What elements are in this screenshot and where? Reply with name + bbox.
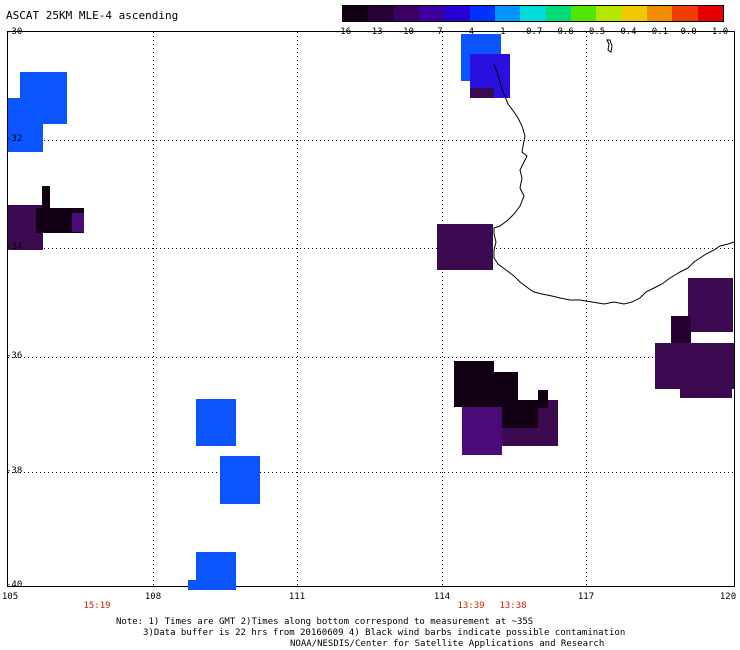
lon-label: 111 xyxy=(288,592,306,602)
map-title: ASCAT 25KM MLE-4 ascending xyxy=(6,9,179,22)
colorbar-swatch xyxy=(520,6,546,21)
map-frame xyxy=(7,31,735,587)
wind-cells-southeast xyxy=(655,278,734,398)
time-label: 13:38 xyxy=(499,601,527,611)
lon-label: 120 xyxy=(719,592,737,602)
lon-label: 114 xyxy=(433,592,451,602)
colorbar-swatch xyxy=(596,6,622,21)
note-line-3: NOAA/NESDIS/Center for Satellite Applica… xyxy=(290,639,605,649)
note-line-1: Note: 1) Times are GMT 2)Times along bot… xyxy=(116,617,534,627)
colorbar-swatch xyxy=(494,6,521,21)
colorbar xyxy=(342,5,724,22)
gridlines xyxy=(8,32,734,586)
colorbar-swatch xyxy=(621,6,647,21)
note-line-2: 3)Data buffer is 22 hrs from 20160609 4)… xyxy=(143,628,626,638)
lon-label: 117 xyxy=(577,592,595,602)
lat-label: -34 xyxy=(6,242,23,252)
colorbar-swatch xyxy=(393,6,419,21)
wind-cells-south-central xyxy=(454,361,558,455)
wind-cells-coast xyxy=(437,224,493,270)
colorbar-swatch xyxy=(444,6,470,21)
time-label: 13:39 xyxy=(457,601,485,611)
wind-cells-north-blue xyxy=(461,34,510,98)
wind-cells-west-dark xyxy=(8,186,84,250)
coastline xyxy=(493,63,735,305)
colorbar-swatch xyxy=(545,6,571,21)
lat-label: -40 xyxy=(6,580,23,590)
lon-label: 105 xyxy=(1,592,19,602)
lat-label: -30 xyxy=(6,27,23,37)
colorbar-swatch xyxy=(697,6,723,21)
wind-cells-west-blue xyxy=(8,72,67,152)
island xyxy=(606,39,613,53)
colorbar-swatch xyxy=(672,6,698,21)
colorbar-swatch xyxy=(570,6,597,21)
lat-label: -32 xyxy=(6,134,23,144)
wind-cells-south-blue xyxy=(188,399,260,590)
lon-label: 108 xyxy=(144,592,162,602)
colorbar-swatch xyxy=(418,6,445,21)
colorbar-swatch xyxy=(343,6,369,21)
colorbar-swatch xyxy=(469,6,495,21)
lat-label: -36 xyxy=(6,351,23,361)
lat-label: -38 xyxy=(6,466,23,476)
colorbar-swatch xyxy=(368,6,394,21)
time-label: 15:19 xyxy=(83,601,111,611)
colorbar-swatch xyxy=(646,6,673,21)
